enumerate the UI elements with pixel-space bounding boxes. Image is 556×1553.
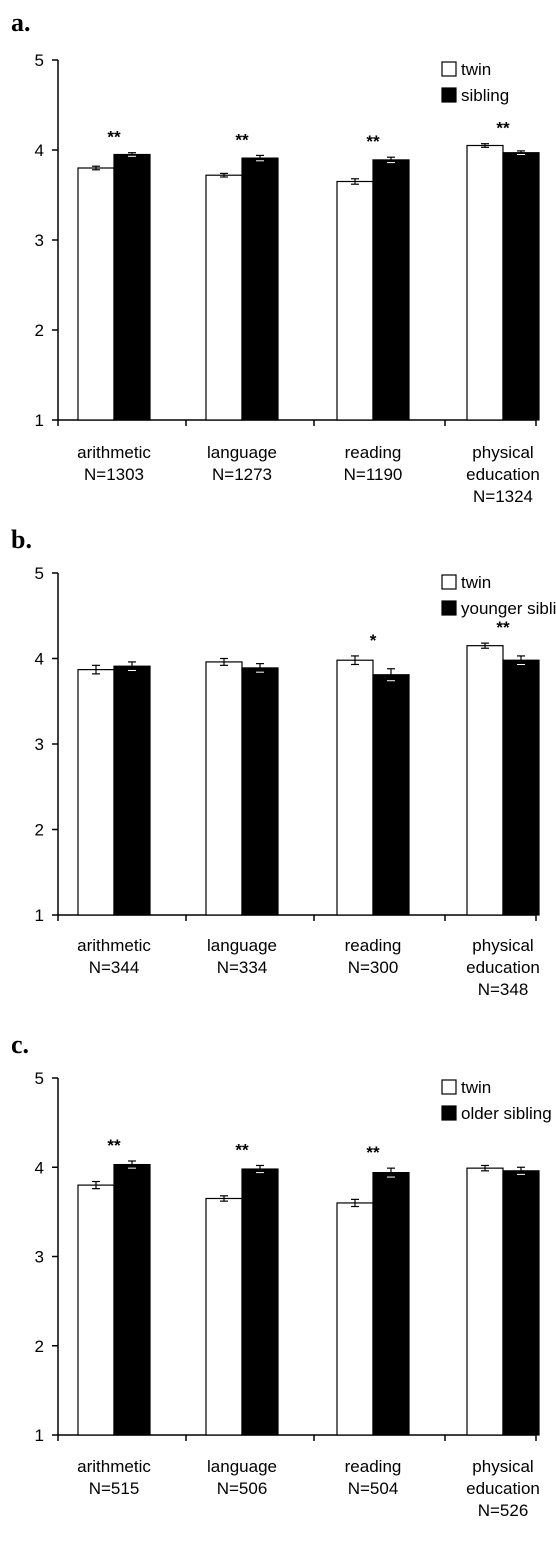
- legend-label: twin: [461, 1078, 491, 1097]
- legend-swatch: [441, 574, 457, 590]
- chart-a: 1 2 3 4 5 ** arithmetic N=1303 ** language N=1273 *…: [35, 51, 540, 506]
- legend-swatch: [441, 1105, 457, 1121]
- legend-label: younger sibling: [461, 599, 556, 618]
- category-label: arithmetic: [77, 936, 151, 955]
- legend-swatch: [441, 1079, 457, 1095]
- y-tick-label: 3: [35, 1248, 44, 1267]
- bar-sibling: [241, 667, 279, 916]
- category-label: reading: [345, 443, 402, 462]
- legend-label: sibling: [461, 86, 509, 105]
- legend-label: older sibling: [461, 1104, 552, 1123]
- y-tick-label: 4: [35, 650, 44, 669]
- category-label: education: [466, 465, 540, 484]
- y-tick-label: 3: [35, 231, 44, 250]
- category-label: N=515: [89, 1479, 140, 1498]
- y-tick-label: 2: [35, 321, 44, 340]
- bar-sibling: [502, 659, 540, 916]
- bar-sibling: [241, 157, 279, 421]
- y-tick-label: 2: [35, 821, 44, 840]
- bar-twin: [77, 1184, 115, 1436]
- category-label: physical: [472, 936, 533, 955]
- significance-marker: **: [107, 128, 121, 147]
- category-label: arithmetic: [77, 1457, 151, 1476]
- chart-c: 1 2 3 4 5 ** arithmetic N=515 ** language N=506 ** r…: [35, 1069, 552, 1520]
- category-label: N=506: [217, 1479, 268, 1498]
- significance-marker: **: [496, 119, 510, 138]
- bar-twin: [336, 659, 374, 916]
- category-label: reading: [345, 936, 402, 955]
- y-tick-label: 4: [35, 1158, 44, 1177]
- significance-marker: **: [107, 1136, 121, 1155]
- bar-sibling: [113, 1163, 151, 1436]
- y-tick-label: 5: [35, 1069, 44, 1088]
- bar-twin: [466, 144, 504, 421]
- bar-twin: [205, 661, 243, 916]
- legend-swatch: [441, 87, 457, 103]
- y-tick-label: 4: [35, 141, 44, 160]
- category-label: N=1190: [344, 465, 403, 484]
- chart-panel-a: a. 1 2 3 4 5 ** arithmetic N=1303 ** language N=12…: [0, 8, 556, 528]
- legend-swatch: [441, 61, 457, 77]
- category-label: language: [207, 936, 277, 955]
- bar-sibling: [372, 159, 410, 421]
- significance-marker: **: [496, 618, 510, 637]
- category-label: N=1303: [84, 465, 144, 484]
- legend-label: twin: [461, 60, 491, 79]
- chart-panel-b: b. 1 2 3 4 5 arithmetic N=344 language N=334 * rea…: [0, 525, 556, 1025]
- category-label: N=1273: [212, 465, 272, 484]
- y-tick-label: 3: [35, 735, 44, 754]
- bar-twin: [205, 174, 243, 421]
- panel-label-c: c.: [11, 1030, 30, 1059]
- category-label: N=334: [217, 958, 268, 977]
- chart-b: 1 2 3 4 5 arithmetic N=344 language N=334 * readin…: [35, 564, 556, 999]
- category-label: N=300: [348, 958, 399, 977]
- category-label: N=526: [478, 1501, 529, 1520]
- category-label: arithmetic: [77, 443, 151, 462]
- legend-label: twin: [461, 573, 491, 592]
- panel-label-a: a.: [11, 8, 31, 37]
- bar-twin: [466, 645, 504, 916]
- bar-twin: [205, 1197, 243, 1436]
- bar-twin: [336, 180, 374, 421]
- category-label: N=1324: [473, 487, 533, 506]
- chart-panel-c: c. 1 2 3 4 5 ** arithmetic N=515 ** language N=506…: [0, 1030, 556, 1553]
- bar-sibling: [113, 665, 151, 916]
- category-label: N=344: [89, 958, 140, 977]
- bar-sibling: [372, 1172, 410, 1436]
- y-tick-label: 1: [35, 411, 44, 430]
- category-label: N=348: [478, 980, 529, 999]
- bar-sibling: [502, 1170, 540, 1436]
- bar-sibling: [372, 674, 410, 916]
- bar-twin: [336, 1202, 374, 1436]
- category-label: physical: [472, 1457, 533, 1476]
- y-tick-label: 5: [35, 564, 44, 583]
- y-tick-label: 5: [35, 51, 44, 70]
- y-tick-label: 1: [35, 1426, 44, 1445]
- category-label: education: [466, 958, 540, 977]
- bar-twin: [77, 669, 115, 916]
- bar-twin: [77, 167, 115, 421]
- category-label: reading: [345, 1457, 402, 1476]
- y-tick-label: 1: [35, 906, 44, 925]
- significance-marker: **: [235, 130, 249, 149]
- category-label: education: [466, 1479, 540, 1498]
- category-label: language: [207, 443, 277, 462]
- bar-sibling: [113, 153, 151, 421]
- bar-twin: [466, 1167, 504, 1436]
- category-label: physical: [472, 443, 533, 462]
- legend-swatch: [441, 600, 457, 616]
- bar-sibling: [241, 1168, 279, 1436]
- panel-label-b: b.: [11, 525, 32, 554]
- bar-sibling: [502, 152, 540, 421]
- significance-marker: **: [235, 1140, 249, 1159]
- significance-marker: **: [366, 132, 380, 151]
- significance-marker: *: [370, 631, 377, 650]
- category-label: N=504: [348, 1479, 399, 1498]
- category-label: language: [207, 1457, 277, 1476]
- y-tick-label: 2: [35, 1337, 44, 1356]
- significance-marker: **: [366, 1143, 380, 1162]
